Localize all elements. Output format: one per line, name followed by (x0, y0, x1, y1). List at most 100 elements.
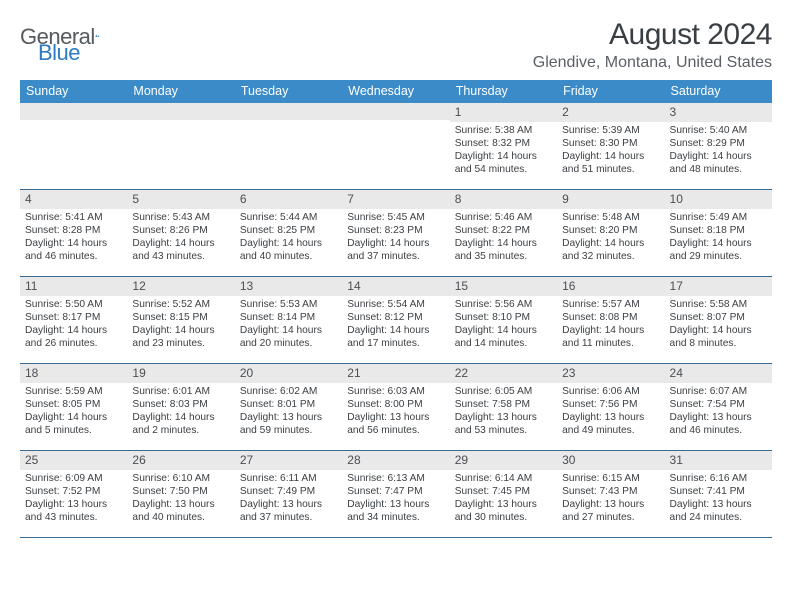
day-body: Sunrise: 5:44 AMSunset: 8:25 PMDaylight:… (235, 209, 342, 267)
day-body: Sunrise: 6:13 AMSunset: 7:47 PMDaylight:… (342, 470, 449, 528)
day-cell: 10Sunrise: 5:49 AMSunset: 8:18 PMDayligh… (665, 190, 772, 276)
day-cell: 25Sunrise: 6:09 AMSunset: 7:52 PMDayligh… (20, 451, 127, 537)
day-cell (342, 103, 449, 189)
day-cell: 22Sunrise: 6:05 AMSunset: 7:58 PMDayligh… (450, 364, 557, 450)
day-number: 4 (20, 190, 127, 209)
sunrise-text: Sunrise: 5:52 AM (132, 298, 229, 311)
sunset-text: Sunset: 7:45 PM (455, 485, 552, 498)
day-body: Sunrise: 5:56 AMSunset: 8:10 PMDaylight:… (450, 296, 557, 354)
location-text: Glendive, Montana, United States (533, 54, 772, 72)
sunset-text: Sunset: 8:14 PM (240, 311, 337, 324)
day-cell: 18Sunrise: 5:59 AMSunset: 8:05 PMDayligh… (20, 364, 127, 450)
day-number: 19 (127, 364, 234, 383)
day-body: Sunrise: 6:16 AMSunset: 7:41 PMDaylight:… (665, 470, 772, 528)
sunset-text: Sunset: 8:17 PM (25, 311, 122, 324)
sunset-text: Sunset: 8:07 PM (670, 311, 767, 324)
day-cell: 19Sunrise: 6:01 AMSunset: 8:03 PMDayligh… (127, 364, 234, 450)
day-body: Sunrise: 5:39 AMSunset: 8:30 PMDaylight:… (557, 122, 664, 180)
sunset-text: Sunset: 7:50 PM (132, 485, 229, 498)
day-cell: 30 Sunrise: 6:15 AMSunset: 7:43 PMDayligh… (557, 451, 664, 537)
day-cell: 11Sunrise: 5:50 AMSunset: 8:17 PMDayligh… (20, 277, 127, 363)
day-number: 14 (342, 277, 449, 296)
day-number: 31 (665, 451, 772, 470)
sunrise-text: Sunrise: 5:56 AM (455, 298, 552, 311)
day-cell: 1Sunrise: 5:38 AMSunset: 8:32 PMDaylight… (450, 103, 557, 189)
daylight-text: Daylight: 13 hours and 37 minutes. (240, 498, 337, 524)
day-number: 1 (450, 103, 557, 122)
sunrise-text: Sunrise: 5:53 AM (240, 298, 337, 311)
day-cell: 21Sunrise: 6:03 AMSunset: 8:00 PMDayligh… (342, 364, 449, 450)
day-body: Sunrise: 6:06 AMSunset: 7:56 PMDaylight:… (557, 383, 664, 441)
daylight-text: Daylight: 14 hours and 20 minutes. (240, 324, 337, 350)
sunrise-text: Sunrise: 5:54 AM (347, 298, 444, 311)
day-body: Sunrise: 6:10 AMSunset: 7:50 PMDaylight:… (127, 470, 234, 528)
sunset-text: Sunset: 8:03 PM (132, 398, 229, 411)
sunrise-text: Sunrise: 6:06 AM (562, 385, 659, 398)
daylight-text: Daylight: 13 hours and 59 minutes. (240, 411, 337, 437)
day-body: Sunrise: 6:14 AMSunset: 7:45 PMDaylight:… (450, 470, 557, 528)
sunrise-text: Sunrise: 6:14 AM (455, 472, 552, 485)
sunset-text: Sunset: 8:08 PM (562, 311, 659, 324)
sail-icon (95, 24, 99, 42)
daylight-text: Daylight: 14 hours and 2 minutes. (132, 411, 229, 437)
daylight-text: Daylight: 14 hours and 35 minutes. (455, 237, 552, 263)
sunrise-text: Sunrise: 5:43 AM (132, 211, 229, 224)
daylight-text: Daylight: 14 hours and 37 minutes. (347, 237, 444, 263)
day-number: 25 (20, 451, 127, 470)
sunset-text: Sunset: 8:05 PM (25, 398, 122, 411)
sunrise-text: Sunrise: 5:41 AM (25, 211, 122, 224)
day-number: 6 (235, 190, 342, 209)
sunrise-text: Sunrise: 5:38 AM (455, 124, 552, 137)
week-row: 4Sunrise: 5:41 AMSunset: 8:28 PMDaylight… (20, 190, 772, 277)
day-body: Sunrise: 6:09 AMSunset: 7:52 PMDaylight:… (20, 470, 127, 528)
day-body (235, 120, 342, 126)
sunrise-text: Sunrise: 6:15 AM (562, 472, 659, 485)
day-cell: 4Sunrise: 5:41 AMSunset: 8:28 PMDaylight… (20, 190, 127, 276)
sunrise-text: Sunrise: 6:16 AM (670, 472, 767, 485)
daylight-text: Daylight: 14 hours and 48 minutes. (670, 150, 767, 176)
day-cell: 7Sunrise: 5:45 AMSunset: 8:23 PMDaylight… (342, 190, 449, 276)
daylight-text: Daylight: 14 hours and 40 minutes. (240, 237, 337, 263)
day-cell: 24Sunrise: 6:07 AMSunset: 7:54 PMDayligh… (665, 364, 772, 450)
day-number: 10 (665, 190, 772, 209)
sunset-text: Sunset: 8:10 PM (455, 311, 552, 324)
daylight-text: Daylight: 13 hours and 46 minutes. (670, 411, 767, 437)
day-number: 17 (665, 277, 772, 296)
sunset-text: Sunset: 8:32 PM (455, 137, 552, 150)
daylight-text: Daylight: 14 hours and 32 minutes. (562, 237, 659, 263)
day-body: Sunrise: 5:38 AMSunset: 8:32 PMDaylight:… (450, 122, 557, 180)
day-body: Sunrise: 5:54 AMSunset: 8:12 PMDaylight:… (342, 296, 449, 354)
daylight-text: Daylight: 13 hours and 24 minutes. (670, 498, 767, 524)
day-body: Sunrise: 5:52 AMSunset: 8:15 PMDaylight:… (127, 296, 234, 354)
day-body: Sunrise: 5:58 AMSunset: 8:07 PMDaylight:… (665, 296, 772, 354)
daylight-text: Daylight: 13 hours and 27 minutes. (562, 498, 659, 524)
day-number: 28 (342, 451, 449, 470)
day-number: 16 (557, 277, 664, 296)
day-number: 22 (450, 364, 557, 383)
daylight-text: Daylight: 13 hours and 56 minutes. (347, 411, 444, 437)
sunrise-text: Sunrise: 6:05 AM (455, 385, 552, 398)
day-cell: 2Sunrise: 5:39 AMSunset: 8:30 PMDaylight… (557, 103, 664, 189)
day-cell (20, 103, 127, 189)
day-number: 11 (20, 277, 127, 296)
day-number: 24 (665, 364, 772, 383)
day-cell: 12Sunrise: 5:52 AMSunset: 8:15 PMDayligh… (127, 277, 234, 363)
weekday-header-row: Sunday Monday Tuesday Wednesday Thursday… (20, 80, 772, 103)
sunrise-text: Sunrise: 5:39 AM (562, 124, 659, 137)
day-cell: 31Sunrise: 6:16 AMSunset: 7:41 PMDayligh… (665, 451, 772, 537)
day-cell: 16Sunrise: 5:57 AMSunset: 8:08 PMDayligh… (557, 277, 664, 363)
day-body: Sunrise: 6:01 AMSunset: 8:03 PMDaylight:… (127, 383, 234, 441)
daylight-text: Daylight: 14 hours and 5 minutes. (25, 411, 122, 437)
day-body: Sunrise: 6:05 AMSunset: 7:58 PMDaylight:… (450, 383, 557, 441)
day-number (127, 103, 234, 120)
sunset-text: Sunset: 7:43 PM (562, 485, 659, 498)
month-title: August 2024 (533, 18, 772, 52)
daylight-text: Daylight: 14 hours and 51 minutes. (562, 150, 659, 176)
day-body (127, 120, 234, 126)
sunrise-text: Sunrise: 5:44 AM (240, 211, 337, 224)
day-number: 30 (557, 451, 664, 470)
sunset-text: Sunset: 7:49 PM (240, 485, 337, 498)
sunrise-text: Sunrise: 6:11 AM (240, 472, 337, 485)
sunset-text: Sunset: 8:20 PM (562, 224, 659, 237)
daylight-text: Daylight: 13 hours and 30 minutes. (455, 498, 552, 524)
